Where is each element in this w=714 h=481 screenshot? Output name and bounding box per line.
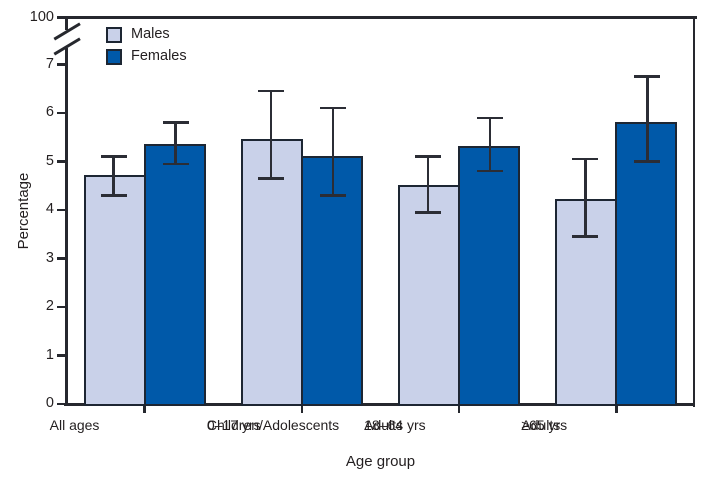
y-axis-line-upper xyxy=(65,16,68,30)
y-tick xyxy=(57,305,66,309)
y-tick xyxy=(57,63,66,66)
y-tick-label: 4 xyxy=(45,201,54,217)
bar-females-3 xyxy=(615,121,678,406)
y-tick-label: 1 xyxy=(45,346,54,363)
y-tick xyxy=(57,354,66,357)
error-bar-cap xyxy=(572,157,599,161)
error-bar-stem xyxy=(584,159,587,237)
x-category-label-line: Adults xyxy=(364,417,404,433)
error-bar-stem xyxy=(426,156,430,213)
y-tick-label: 5 xyxy=(45,152,54,169)
y-axis-line-lower xyxy=(65,48,68,406)
error-bar-cap xyxy=(162,162,189,166)
females-swatch-icon xyxy=(106,48,122,65)
legend-item-males: Males xyxy=(106,26,187,43)
y-tick-label: 7 xyxy=(45,55,54,72)
error-bar-cap xyxy=(162,121,189,124)
x-axis-line xyxy=(64,403,695,406)
y-tick xyxy=(57,111,66,115)
error-bar-cap xyxy=(257,177,284,180)
error-bar-cap xyxy=(415,155,442,158)
error-bar-stem xyxy=(174,122,177,164)
x-category-label-line: All ages xyxy=(49,417,100,433)
bar-females-0 xyxy=(143,143,206,406)
legend: Males Females xyxy=(106,26,187,70)
error-bar-cap xyxy=(634,75,661,78)
plot-right-border xyxy=(692,16,695,407)
y-tick-label: 2 xyxy=(45,298,54,314)
y-tick xyxy=(57,160,66,163)
error-bar-stem xyxy=(488,117,492,172)
error-bar-stem xyxy=(112,156,115,196)
bar-males-0 xyxy=(83,175,146,406)
males-swatch-icon xyxy=(106,26,122,43)
bar-females-2 xyxy=(458,145,521,406)
x-category-label-line: Adults xyxy=(521,417,561,433)
x-tick xyxy=(457,406,461,413)
y-tick xyxy=(57,16,66,19)
y-tick-label: 100 xyxy=(29,9,54,25)
error-bar-stem xyxy=(269,91,273,179)
y-tick xyxy=(57,208,66,212)
error-bar-cap xyxy=(572,235,599,238)
bar-males-2 xyxy=(398,184,461,406)
error-bar-cap xyxy=(415,211,442,214)
y-tick xyxy=(57,402,66,406)
error-bar-cap xyxy=(100,155,127,158)
legend-item-females: Females xyxy=(106,48,187,65)
error-bar-cap xyxy=(477,169,504,173)
x-tick xyxy=(143,406,146,413)
x-tick xyxy=(615,406,618,413)
x-category-label-line: 18–64 yrs xyxy=(364,417,426,433)
legend-label-females: Females xyxy=(131,48,187,64)
error-bar-cap xyxy=(477,116,504,120)
error-bar-cap xyxy=(319,106,346,110)
error-bar-stem xyxy=(646,76,649,162)
error-bar-cap xyxy=(634,160,661,163)
y-tick-label: 6 xyxy=(45,104,54,120)
error-bar-cap xyxy=(319,194,346,197)
x-category-label-line: ≥65 yrs xyxy=(521,417,568,433)
x-tick xyxy=(300,406,304,413)
error-bar-cap xyxy=(257,89,284,93)
x-axis-title: Age group xyxy=(345,453,416,470)
plot-top-border xyxy=(58,16,697,19)
error-bar-stem xyxy=(331,108,335,196)
x-category-label-line: 0–17 yrs xyxy=(206,417,261,433)
x-category-label-line: Children/Adolescents xyxy=(206,417,340,433)
y-tick-label: 3 xyxy=(45,249,54,266)
legend-label-males: Males xyxy=(131,26,170,42)
y-tick xyxy=(57,257,66,260)
error-bar-cap xyxy=(100,194,127,197)
bar-males-1 xyxy=(240,138,303,406)
y-tick-label: 0 xyxy=(45,395,54,411)
bar-females-1 xyxy=(300,155,363,406)
